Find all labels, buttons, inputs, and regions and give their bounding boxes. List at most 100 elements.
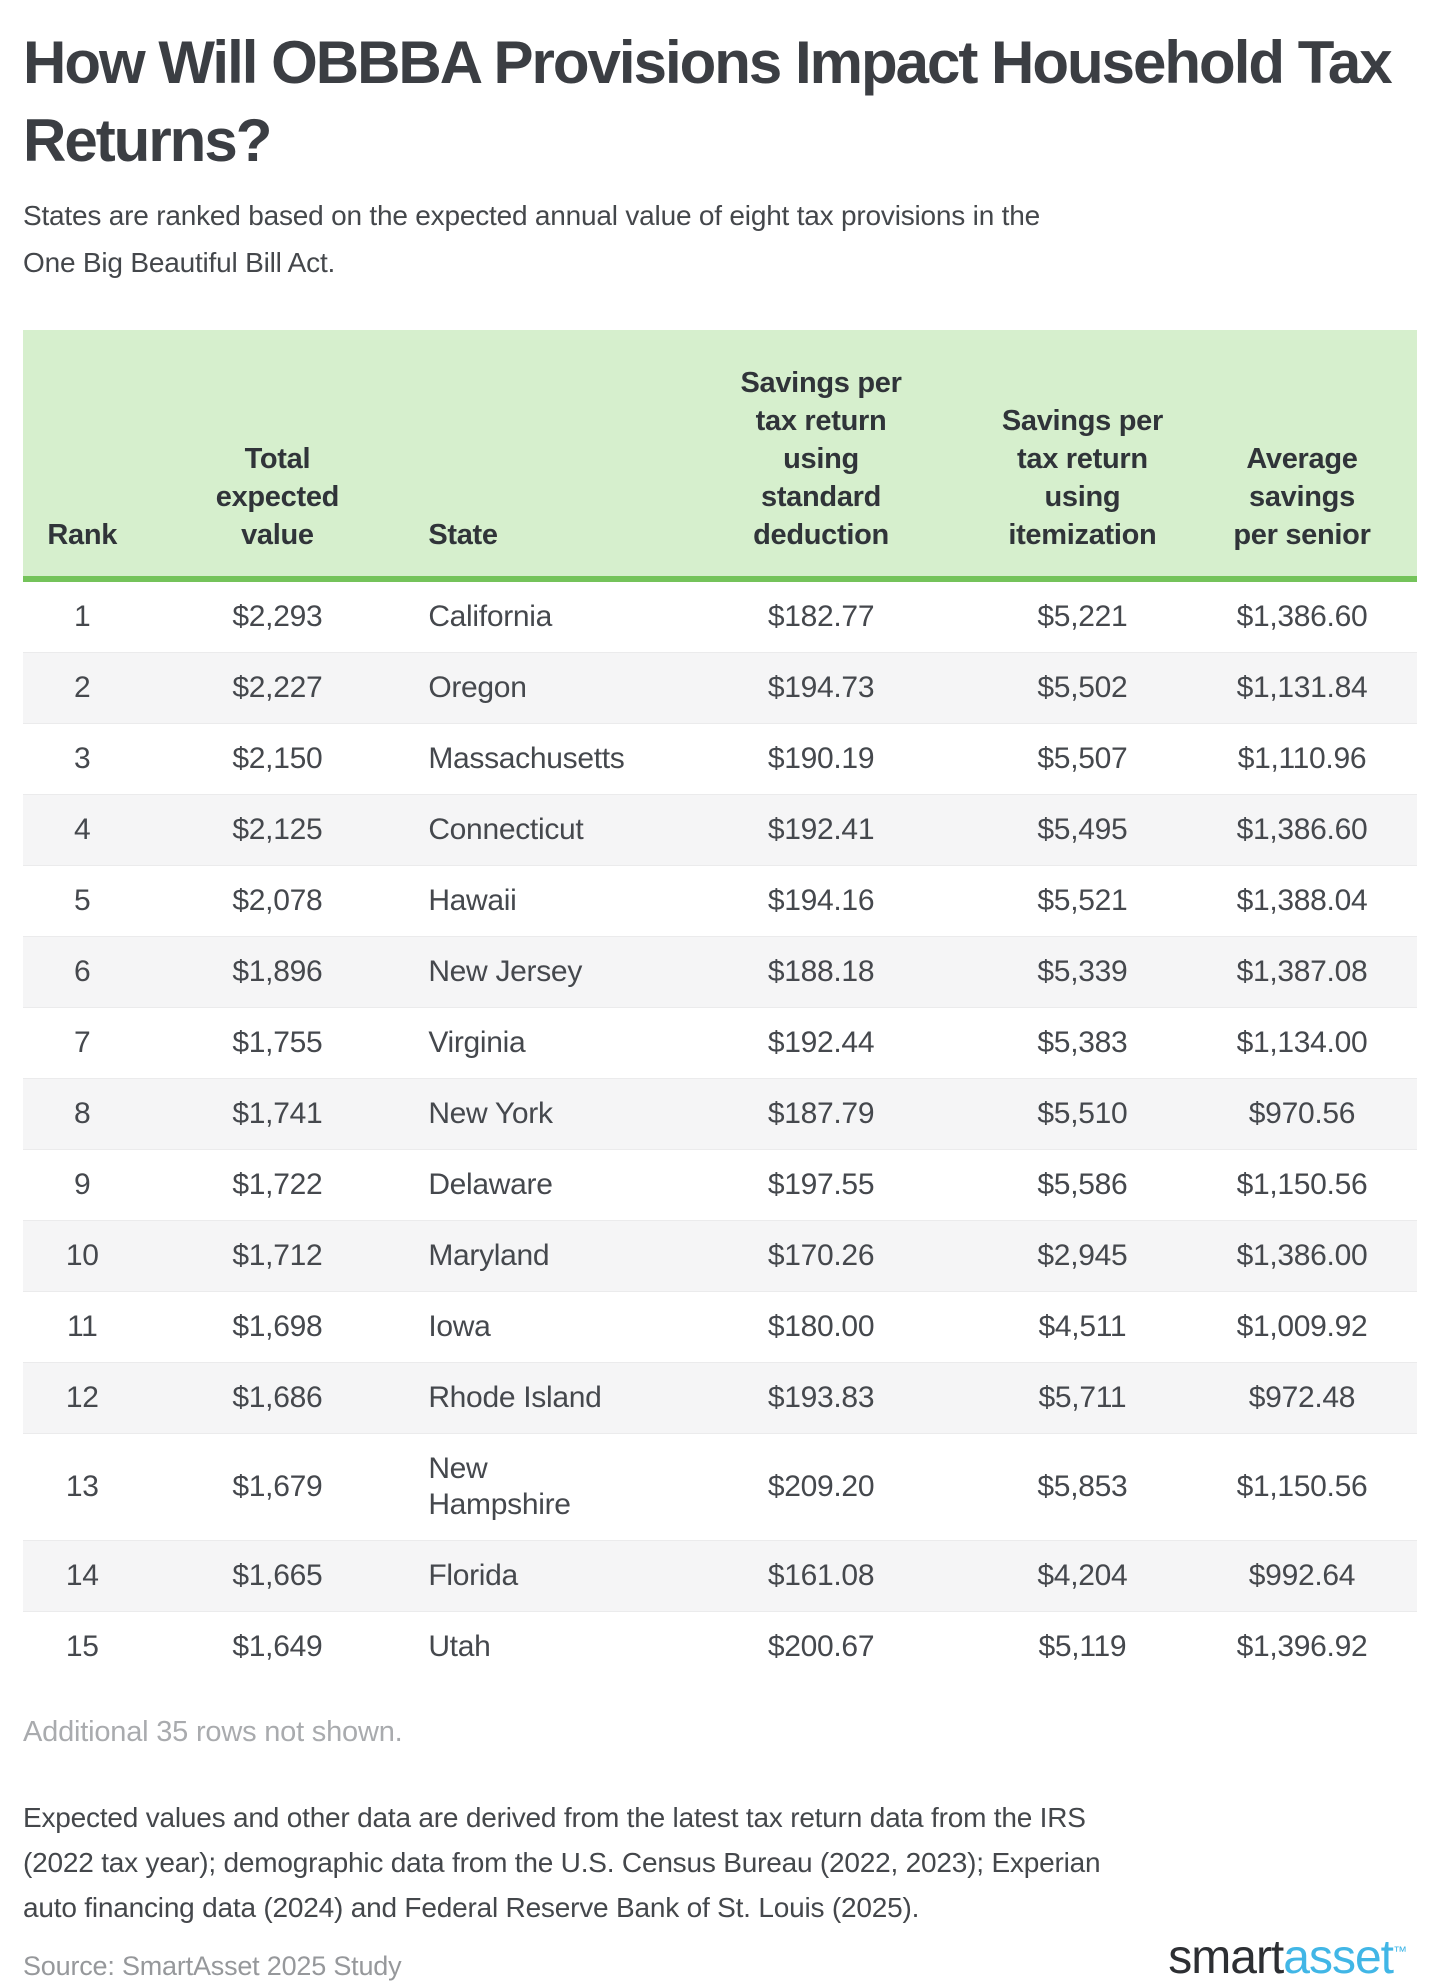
table-row: 14 $1,665 Florida $161.08 $4,204 $992.64 xyxy=(23,1540,1417,1612)
column-header-senior: Average savings per senior xyxy=(1186,330,1417,582)
cell-total-value: $2,293 xyxy=(232,600,323,633)
cell-itemization: $5,521 xyxy=(977,865,1187,937)
cell-itemization: $5,586 xyxy=(977,1149,1187,1221)
cell-state: Oregon xyxy=(413,652,665,724)
cell-std-deduction: $209.20 xyxy=(664,1433,978,1541)
cell-std-deduction: $194.16 xyxy=(664,865,978,937)
cell-senior-savings: $1,110.96 xyxy=(1186,723,1417,795)
cell-rank: 15 xyxy=(23,1611,142,1682)
cell-rank: 14 xyxy=(23,1540,142,1612)
column-header-std: Savings per tax return using standard de… xyxy=(664,330,978,582)
cell-state: Delaware xyxy=(413,1149,665,1221)
cell-itemization: $5,502 xyxy=(977,652,1187,724)
cell-senior-savings: $1,386.60 xyxy=(1186,794,1417,866)
cell-state: Massachusetts xyxy=(413,723,665,795)
rankings-table: Rank Total expected value State Savings … xyxy=(23,330,1417,1682)
cell-total-value: $1,741 xyxy=(141,1078,414,1150)
cell-state: Virginia xyxy=(413,1007,665,1079)
trademark-icon: ™ xyxy=(1393,1943,1407,1959)
cell-rank: 2 xyxy=(23,652,142,724)
cell-total-value: $1,649 xyxy=(141,1611,414,1682)
cell-rank: 4 xyxy=(23,794,142,866)
cell-senior-savings: $970.56 xyxy=(1186,1078,1417,1150)
cell-total-value: $2,150 xyxy=(141,723,414,795)
cell-senior-savings: $1,387.08 xyxy=(1186,936,1417,1008)
cell-total-value: $1,896 xyxy=(141,936,414,1008)
table-row: 8 $1,741 New York $187.79 $5,510 $970.56 xyxy=(23,1078,1417,1150)
cell-senior-savings: $992.64 xyxy=(1186,1540,1417,1612)
column-header-total: Total expected value xyxy=(141,330,414,582)
cell-rank: 1 xyxy=(74,600,91,633)
table-row: 6 $1,896 New Jersey $188.18 $5,339 $1,38… xyxy=(23,936,1417,1008)
cell-std-deduction: $193.83 xyxy=(664,1362,978,1434)
cell-itemization: $4,511 xyxy=(977,1291,1187,1363)
cell-std-deduction: $192.41 xyxy=(664,794,978,866)
cell-itemization: $2,945 xyxy=(977,1220,1187,1292)
cell-state: California xyxy=(428,600,553,633)
table-header: Rank Total expected value State Savings … xyxy=(23,330,1417,582)
cell-state: Hawaii xyxy=(413,865,665,937)
cell-state: New Hampshire xyxy=(413,1433,665,1541)
cell-rank: 12 xyxy=(23,1362,142,1434)
cell-total-value: $1,712 xyxy=(141,1220,414,1292)
cell-total-value: $1,665 xyxy=(141,1540,414,1612)
table-row: 7 $1,755 Virginia $192.44 $5,383 $1,134.… xyxy=(23,1007,1417,1079)
cell-senior-savings: $1,388.04 xyxy=(1186,865,1417,937)
cell-total-value: $2,125 xyxy=(141,794,414,866)
cell-total-value: $1,722 xyxy=(141,1149,414,1221)
cell-itemization: $5,339 xyxy=(977,936,1187,1008)
cell-itemization: $5,853 xyxy=(977,1433,1187,1541)
table-row: 12 $1,686 Rhode Island $193.83 $5,711 $9… xyxy=(23,1362,1417,1434)
column-header-state: State xyxy=(413,330,665,582)
table-row: 4 $2,125 Connecticut $192.41 $5,495 $1,3… xyxy=(23,794,1417,866)
column-header-itemization: Savings per tax return using itemization xyxy=(977,330,1187,582)
table-row: 9 $1,722 Delaware $197.55 $5,586 $1,150.… xyxy=(23,1149,1417,1221)
cell-std-deduction: $190.19 xyxy=(664,723,978,795)
header-row: Rank Total expected value State Savings … xyxy=(23,330,1417,582)
page-subtitle: States are ranked based on the expected … xyxy=(23,200,1040,278)
cell-total-value: $2,078 xyxy=(141,865,414,937)
table-row: 15 $1,649 Utah $200.67 $5,119 $1,396.92 xyxy=(23,1611,1417,1682)
footer-bar: Source: SmartAsset 2025 Study smartasset… xyxy=(23,1934,1417,1982)
cell-std-deduction: $200.67 xyxy=(664,1611,978,1682)
cell-std-deduction: $188.18 xyxy=(664,936,978,1008)
logo-smart-text: smart xyxy=(1168,1931,1284,1984)
column-header-rank: Rank xyxy=(23,330,142,582)
cell-rank: 7 xyxy=(23,1007,142,1079)
cell-itemization: $5,221 xyxy=(1037,600,1128,633)
methodology-note: Expected values and other data are deriv… xyxy=(23,1802,1101,1923)
cell-senior-savings: $1,150.56 xyxy=(1186,1149,1417,1221)
cell-std-deduction: $170.26 xyxy=(664,1220,978,1292)
cell-senior-savings: $1,131.84 xyxy=(1186,652,1417,724)
cell-total-value: $1,755 xyxy=(141,1007,414,1079)
table-row: 13 $1,679 New Hampshire $209.20 $5,853 $… xyxy=(23,1433,1417,1541)
cell-std-deduction: $197.55 xyxy=(664,1149,978,1221)
cell-std-deduction: $180.00 xyxy=(664,1291,978,1363)
cell-total-value: $1,698 xyxy=(141,1291,414,1363)
cell-state: Iowa xyxy=(413,1291,665,1363)
cell-std-deduction: $194.73 xyxy=(664,652,978,724)
cell-total-value: $2,227 xyxy=(141,652,414,724)
source-label: Source: SmartAsset 2025 Study xyxy=(23,1951,402,1981)
cell-state: New York xyxy=(413,1078,665,1150)
table-row: 3 $2,150 Massachusetts $190.19 $5,507 $1… xyxy=(23,723,1417,795)
cell-total-value: $1,679 xyxy=(141,1433,414,1541)
page-title: How Will OBBBA Provisions Impact Househo… xyxy=(23,29,1393,174)
cell-rank: 5 xyxy=(23,865,142,937)
cell-itemization: $5,383 xyxy=(977,1007,1187,1079)
cell-state: Maryland xyxy=(413,1220,665,1292)
cell-state: Rhode Island xyxy=(413,1362,665,1434)
cell-rank: 8 xyxy=(23,1078,142,1150)
table-row: 1 $2,293 California $182.77 $5,221 $1,38… xyxy=(23,579,1417,653)
cell-senior-savings: $1,134.00 xyxy=(1186,1007,1417,1079)
cell-senior-savings: $1,396.92 xyxy=(1186,1611,1417,1682)
cell-state: Connecticut xyxy=(413,794,665,866)
cell-itemization: $5,119 xyxy=(977,1611,1187,1682)
smartasset-logo: smartasset™ xyxy=(1168,1934,1417,1982)
cell-itemization: $4,204 xyxy=(977,1540,1187,1612)
cell-std-deduction: $182.77 xyxy=(767,600,875,633)
cell-state: Florida xyxy=(413,1540,665,1612)
cell-std-deduction: $192.44 xyxy=(664,1007,978,1079)
cell-state: Utah xyxy=(413,1611,665,1682)
cell-rank: 13 xyxy=(23,1433,142,1541)
